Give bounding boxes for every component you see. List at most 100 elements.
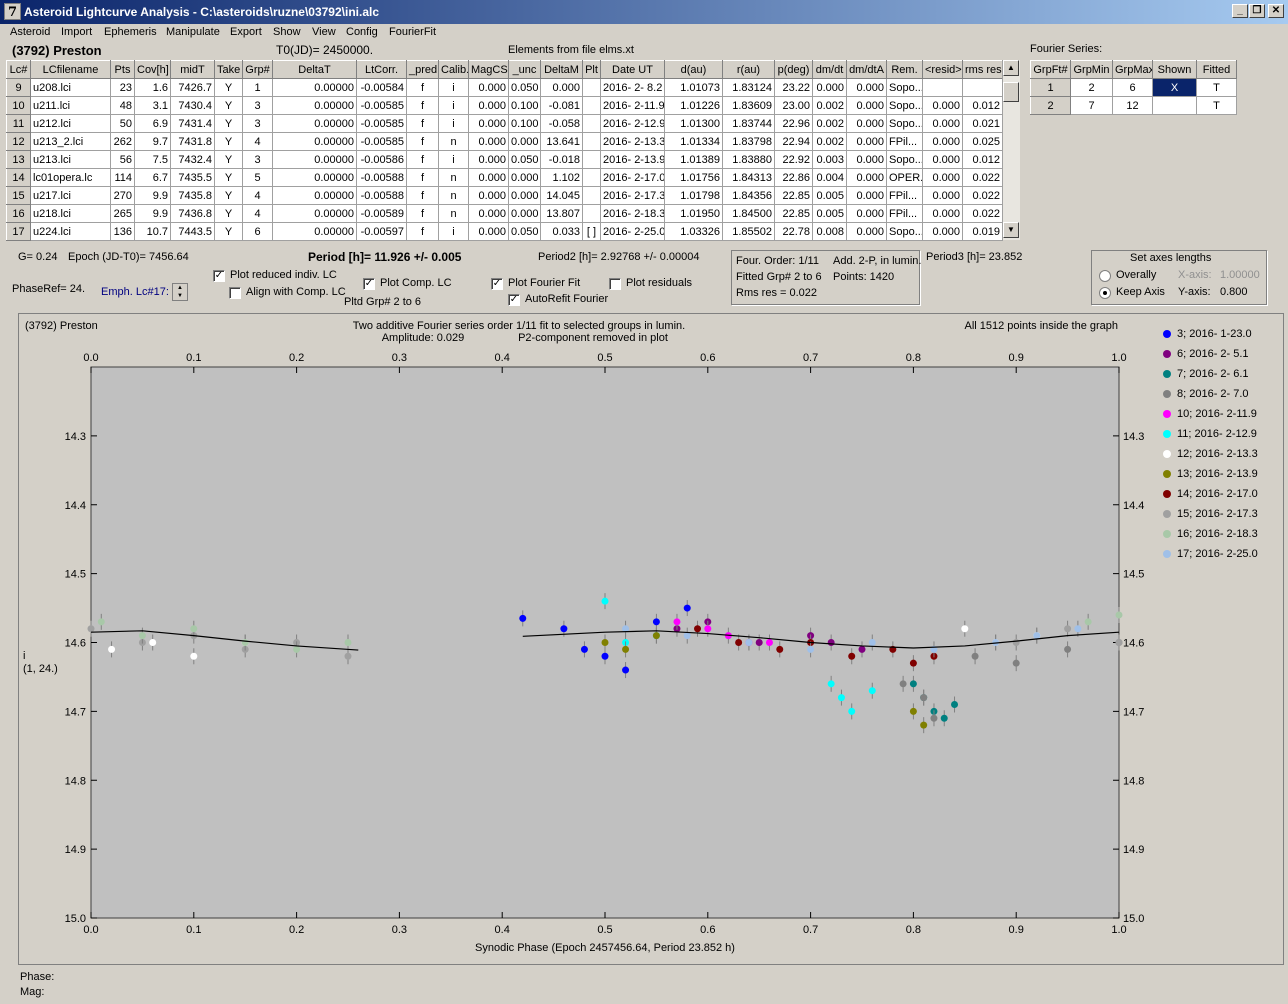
lc-cell[interactable]: u212.lci <box>30 114 111 133</box>
plot-comp-checkbox[interactable]: ✓ <box>363 278 375 290</box>
menu-export[interactable]: Export <box>230 26 262 38</box>
lc-cell[interactable]: 7430.4 <box>170 96 215 115</box>
menu-fourierfit[interactable]: FourierFit <box>389 26 437 38</box>
lc-table-row[interactable]: 15 u217.lci 270 9.9 7435.8 Y 4 0.00000 -0.00588 f… <box>6 186 1003 205</box>
y-axis-value[interactable]: 0.800 <box>1220 286 1248 298</box>
lc-col-header[interactable]: LCfilename <box>30 60 111 79</box>
lc-cell[interactable]: 1.03326 <box>664 222 723 241</box>
lc-table-row[interactable]: 12 u213_2.lci 262 9.7 7431.8 Y 4 0.00000 -0.0058… <box>6 132 1003 151</box>
lc-cell[interactable]: lc01opera.lc <box>30 168 111 187</box>
lc-row-header[interactable]: 17 <box>6 222 31 241</box>
lc-cell[interactable]: f <box>406 186 439 205</box>
lc-cell[interactable]: -0.00585 <box>356 114 407 133</box>
menu-ephemeris[interactable]: Ephemeris <box>104 26 157 38</box>
lc-cell[interactable]: 10.7 <box>134 222 171 241</box>
lc-cell[interactable]: -0.081 <box>540 96 583 115</box>
lc-cell[interactable]: 13.641 <box>540 132 583 151</box>
lc-cell[interactable] <box>582 132 601 151</box>
lc-cell[interactable]: 4 <box>242 132 273 151</box>
lc-table-row[interactable]: 9 u208.lci 23 1.6 7426.7 Y 1 0.00000 -0.00584 f i 0… <box>6 78 1003 97</box>
lc-cell[interactable]: f <box>406 204 439 223</box>
close-button[interactable]: ✕ <box>1268 4 1284 18</box>
lc-cell[interactable]: 0.00000 <box>272 222 357 241</box>
lc-col-header[interactable]: r(au) <box>722 60 775 79</box>
fourier-row-header[interactable]: 1 <box>1030 78 1071 97</box>
lc-table-row[interactable]: 13 u213.lci 56 7.5 7432.4 Y 3 0.00000 -0.00586 f i… <box>6 150 1003 169</box>
minimize-button[interactable]: _ <box>1232 4 1248 18</box>
lc-cell[interactable] <box>582 204 601 223</box>
plot-residuals-checkbox[interactable] <box>609 278 621 290</box>
lc-cell[interactable]: 22.92 <box>774 150 813 169</box>
lc-col-header[interactable]: rms res <box>962 60 1003 79</box>
lc-cell[interactable]: 0.050 <box>508 78 541 97</box>
lc-cell[interactable]: Y <box>214 132 243 151</box>
lc-cell[interactable]: 0.000 <box>846 132 887 151</box>
lc-col-header[interactable]: DeltaT <box>272 60 357 79</box>
fourier-cell[interactable]: X <box>1152 78 1197 97</box>
menu-manipulate[interactable]: Manipulate <box>166 26 220 38</box>
lc-cell[interactable]: 1.84500 <box>722 204 775 223</box>
lc-col-header[interactable]: Plt <box>582 60 601 79</box>
lc-cell[interactable]: 0.000 <box>922 114 963 133</box>
lc-cell[interactable]: 22.96 <box>774 114 813 133</box>
lc-cell[interactable]: i <box>438 222 469 241</box>
lc-cell[interactable]: 0.025 <box>962 132 1003 151</box>
lc-cell[interactable]: 0.000 <box>508 186 541 205</box>
lc-cell[interactable]: 7.5 <box>134 150 171 169</box>
lc-table-row[interactable]: 17 u224.lci 136 10.7 7443.5 Y 6 0.00000 -0.00597… <box>6 222 1003 241</box>
lc-cell[interactable]: Y <box>214 222 243 241</box>
lc-cell[interactable]: 14.045 <box>540 186 583 205</box>
lc-cell[interactable]: 0.005 <box>812 204 847 223</box>
lc-col-header[interactable]: d(au) <box>664 60 723 79</box>
lc-col-header[interactable]: DeltaM <box>540 60 583 79</box>
lc-cell[interactable]: f <box>406 96 439 115</box>
lc-row-header[interactable]: 9 <box>6 78 31 97</box>
menu-view[interactable]: View <box>312 26 336 38</box>
lc-cell[interactable]: FPil... <box>886 132 923 151</box>
lc-cell[interactable]: 0.00000 <box>272 96 357 115</box>
lc-cell[interactable]: 0.000 <box>846 96 887 115</box>
lc-cell[interactable]: 0.000 <box>508 204 541 223</box>
lc-table-row[interactable]: 10 u211.lci 48 3.1 7430.4 Y 3 0.00000 -0.00585 f i… <box>6 96 1003 115</box>
lc-cell[interactable]: 0.000 <box>508 132 541 151</box>
fourier-cell[interactable]: 2 <box>1070 78 1113 97</box>
plot-reduced-checkbox[interactable]: ✓ <box>213 270 225 282</box>
lc-cell[interactable]: 1.83744 <box>722 114 775 133</box>
lc-cell[interactable]: 0.000 <box>846 150 887 169</box>
fourier-col-header[interactable]: GrpMin <box>1070 60 1113 79</box>
lc-cell[interactable]: 6.7 <box>134 168 171 187</box>
lc-cell[interactable]: 0.100 <box>508 114 541 133</box>
lc-cell[interactable]: 6 <box>242 222 273 241</box>
lc-cell[interactable]: 1.85502 <box>722 222 775 241</box>
lc-row-header[interactable]: 12 <box>6 132 31 151</box>
lc-cell[interactable]: 2016- 2-13.3 <box>600 132 665 151</box>
lc-cell[interactable]: 3.1 <box>134 96 171 115</box>
lc-cell[interactable]: 0.000 <box>922 204 963 223</box>
spin-up-icon[interactable]: ▲ <box>177 285 183 291</box>
lc-col-header[interactable]: dm/dt <box>812 60 847 79</box>
lc-cell[interactable]: -0.018 <box>540 150 583 169</box>
lc-col-header[interactable]: _unc <box>508 60 541 79</box>
lc-cell[interactable]: -0.00588 <box>356 168 407 187</box>
lc-cell[interactable]: 0.012 <box>962 96 1003 115</box>
lc-cell[interactable]: 1.01334 <box>664 132 723 151</box>
lc-cell[interactable]: 23 <box>110 78 135 97</box>
lc-cell[interactable]: -0.00597 <box>356 222 407 241</box>
lc-cell[interactable]: 5 <box>242 168 273 187</box>
lc-cell[interactable]: 0.000 <box>922 168 963 187</box>
lc-cell[interactable]: 23.22 <box>774 78 813 97</box>
scroll-up-icon[interactable]: ▲ <box>1003 60 1019 76</box>
lc-cell[interactable]: 0.008 <box>812 222 847 241</box>
lc-cell[interactable]: 0.000 <box>846 204 887 223</box>
lightcurve-plot[interactable]: (3792) Preston Two additive Fourier seri… <box>19 314 1283 964</box>
lc-cell[interactable]: Y <box>214 78 243 97</box>
lc-cell[interactable]: 0.00000 <box>272 132 357 151</box>
lc-cell[interactable]: 0.000 <box>540 78 583 97</box>
lc-col-header[interactable]: MagCS <box>468 60 509 79</box>
lc-cell[interactable]: 2016- 2-17.0 <box>600 168 665 187</box>
lc-cell[interactable] <box>582 150 601 169</box>
lc-row-header[interactable]: 13 <box>6 150 31 169</box>
lc-cell[interactable]: 23.00 <box>774 96 813 115</box>
lc-cell[interactable]: 1.84313 <box>722 168 775 187</box>
lc-cell[interactable]: -0.00586 <box>356 150 407 169</box>
